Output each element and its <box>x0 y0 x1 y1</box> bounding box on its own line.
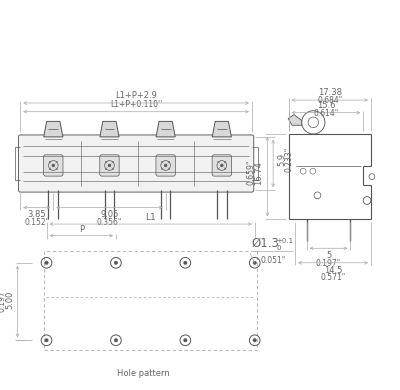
Polygon shape <box>288 115 302 125</box>
FancyBboxPatch shape <box>156 155 175 176</box>
Text: L1: L1 <box>145 213 156 222</box>
Circle shape <box>220 164 223 167</box>
Text: 0.152": 0.152" <box>24 218 49 227</box>
Text: 0.197": 0.197" <box>316 259 341 268</box>
Text: 0.614": 0.614" <box>313 108 338 117</box>
Polygon shape <box>100 121 119 137</box>
Text: 0: 0 <box>276 245 280 251</box>
Polygon shape <box>44 121 63 137</box>
Text: 14.5: 14.5 <box>324 266 342 275</box>
Text: 0.051": 0.051" <box>260 256 285 265</box>
Text: P: P <box>79 225 84 234</box>
Text: Ø1.3: Ø1.3 <box>252 237 280 250</box>
Text: 16.74: 16.74 <box>254 161 264 184</box>
Circle shape <box>114 339 118 342</box>
FancyBboxPatch shape <box>100 155 119 176</box>
Polygon shape <box>156 121 175 137</box>
Text: 15.6: 15.6 <box>317 101 335 110</box>
Text: 0.356": 0.356" <box>97 218 122 227</box>
FancyBboxPatch shape <box>44 155 63 176</box>
Circle shape <box>253 339 256 342</box>
Circle shape <box>108 164 111 167</box>
Text: 3.85: 3.85 <box>28 211 46 220</box>
Circle shape <box>45 261 48 264</box>
Circle shape <box>52 164 55 167</box>
Text: 9.05: 9.05 <box>100 211 119 220</box>
Circle shape <box>184 339 187 342</box>
FancyBboxPatch shape <box>212 155 232 176</box>
Text: 17.38: 17.38 <box>318 88 342 97</box>
Circle shape <box>253 261 256 264</box>
Text: 0.571": 0.571" <box>320 273 346 282</box>
Text: L1+P+0.110'': L1+P+0.110'' <box>110 100 162 109</box>
Text: Hole pattern: Hole pattern <box>117 369 170 378</box>
Text: 0.197": 0.197" <box>0 287 7 312</box>
FancyBboxPatch shape <box>18 135 254 192</box>
Bar <box>44 251 257 350</box>
Circle shape <box>184 261 187 264</box>
Text: +0.1: +0.1 <box>276 238 293 245</box>
Text: 5.9: 5.9 <box>277 153 286 166</box>
Circle shape <box>164 164 167 167</box>
Text: 5: 5 <box>326 251 331 260</box>
Text: 0.684": 0.684" <box>317 96 342 105</box>
Polygon shape <box>212 121 231 137</box>
Text: L1+P+2.9: L1+P+2.9 <box>115 91 157 100</box>
Circle shape <box>114 261 118 264</box>
Circle shape <box>45 339 48 342</box>
Text: 0.233": 0.233" <box>285 147 294 172</box>
Text: 5.00: 5.00 <box>6 291 14 309</box>
Text: 0.659": 0.659" <box>247 160 256 185</box>
